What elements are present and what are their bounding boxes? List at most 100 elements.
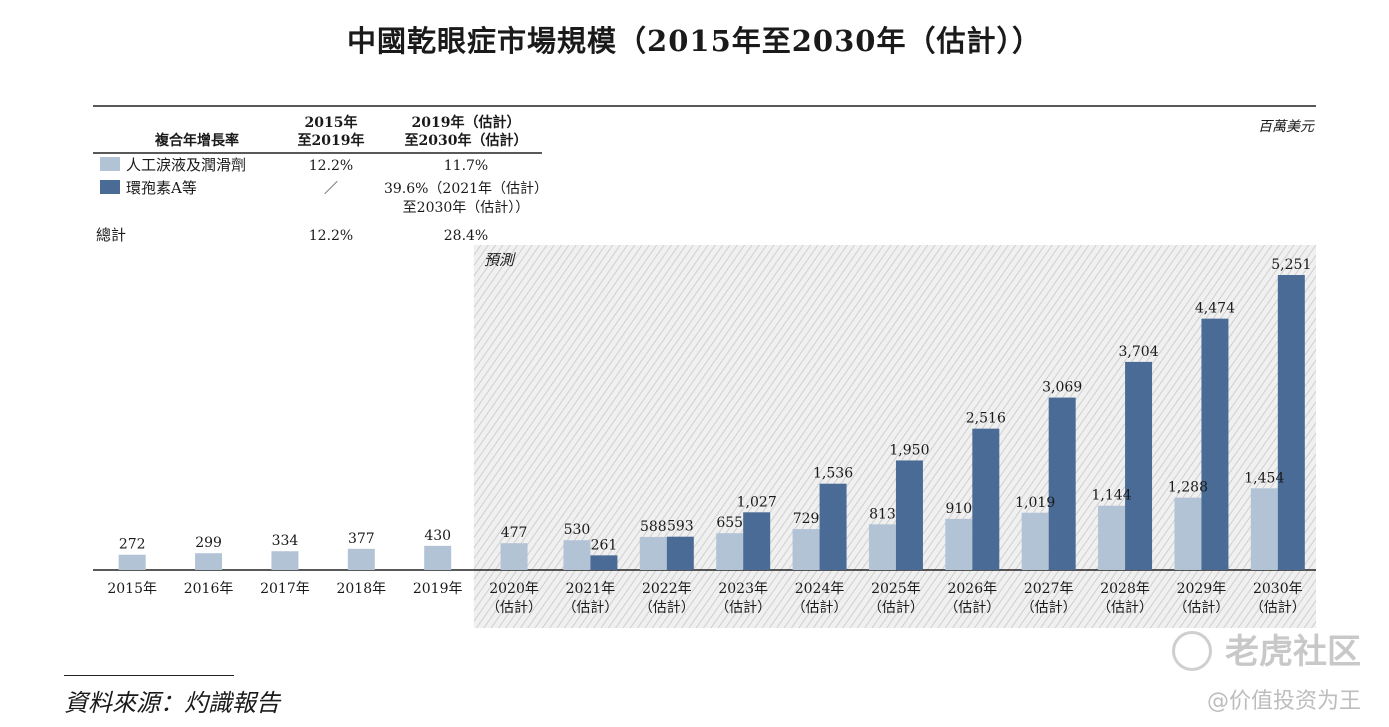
bar-artificial-tears [945,518,973,570]
x-tick-label: （估計） [562,600,618,616]
legend-swatch [100,157,120,171]
data-label: 4,474 [1195,301,1235,317]
data-label: 1,288 [1168,480,1208,496]
cagr-col2-header: 2019年（估計） [412,114,521,131]
data-label: 813 [869,506,896,522]
cagr-header-label: 複合年增長率 [154,132,239,149]
bar-cyclosporine [1201,318,1229,570]
data-label: 593 [667,519,694,535]
cagr-value: 12.2% [309,228,353,244]
x-tick-label: （估計） [792,600,848,616]
bar-artificial-tears [716,533,744,570]
x-tick-label: 2023年 [718,581,768,597]
source-divider [64,675,234,676]
bar-artificial-tears [868,524,896,570]
forecast-label: 預測 [484,251,516,269]
x-tick-label: 2026年 [947,581,997,597]
bar-artificial-tears [1021,512,1049,570]
x-tick-label: （估計） [1173,600,1229,616]
cagr-col1-header: 至2019年 [298,132,365,149]
cagr-value: 11.7% [444,158,488,174]
bar-cyclosporine [666,536,694,570]
x-tick-label: 2025年 [871,581,921,597]
bar-artificial-tears [1098,505,1126,570]
x-tick-label: 2021年 [566,581,616,597]
data-label: 477 [501,525,528,541]
watermark-handle: @价值投资为王 [1206,689,1361,714]
bar-cyclosporine [895,460,923,570]
x-tick-label: 2018年 [336,581,386,597]
bar-artificial-tears [1174,497,1202,570]
x-tick-label: （估計） [486,600,542,616]
x-tick-label: （估計） [715,600,771,616]
cagr-value: 28.4% [444,228,488,244]
bar-cyclosporine [972,428,1000,570]
bar-artificial-tears [563,540,591,570]
bar-artificial-tears [424,545,452,570]
data-label: 588 [640,519,667,535]
data-label: 3,704 [1119,344,1159,360]
bar-artificial-tears [792,529,820,570]
bar-artificial-tears [347,548,375,570]
data-label: 272 [119,537,146,553]
x-tick-label: 2029年 [1177,581,1227,597]
legend-label: 人工淚液及潤滑劑 [126,156,246,174]
data-label: 1,950 [889,442,929,458]
legend-swatch [100,180,120,194]
x-tick-label: 2030年 [1253,581,1303,597]
bar-artificial-tears [639,536,667,570]
x-tick-label: 2017年 [260,581,310,597]
data-label: 1,019 [1015,495,1055,511]
data-label: 2,516 [966,411,1006,427]
x-tick-label: 2027年 [1024,581,1074,597]
cagr-value: ／ [324,181,338,197]
watermark-logo-icon [1172,631,1212,671]
page-title: 中國乾眼症市場規模（2015年至2030年（估計）） [347,24,1042,58]
data-label: 1,027 [737,494,777,510]
data-label: 729 [793,511,820,527]
bar-cyclosporine [1277,275,1305,570]
bar-cyclosporine [1048,397,1076,570]
cagr-col1-header: 2015年 [305,114,358,131]
data-label: 910 [945,501,972,517]
cagr-total-label: 總計 [96,226,126,244]
bar-cyclosporine [590,555,618,570]
x-tick-label: （估計） [1097,600,1153,616]
data-label: 377 [348,531,375,547]
x-tick-label: （估計） [1250,600,1306,616]
data-label: 1,536 [813,466,853,482]
bar-cyclosporine [819,483,847,570]
bar-cyclosporine [743,512,771,570]
data-label: 430 [424,528,451,544]
data-label: 655 [716,515,743,531]
data-label: 299 [195,535,222,551]
x-tick-label: （估計） [944,600,1000,616]
data-label: 334 [272,533,299,549]
data-label: 261 [591,537,618,553]
data-label: 5,251 [1271,257,1311,273]
bar-artificial-tears [195,553,223,570]
x-tick-label: 2019年 [413,581,463,597]
data-label: 3,069 [1042,380,1082,396]
bar-artificial-tears [271,551,299,570]
source-note: 資料來源：灼識報告 [64,689,280,717]
watermark-text: 老虎社区 [1225,632,1361,672]
cagr-col2-header: 至2030年（估計） [405,132,528,149]
data-label: 1,144 [1092,488,1132,504]
cagr-value: 12.2% [309,158,353,174]
legend-label: 環孢素A等 [126,179,197,197]
cagr-value: 39.6%（2021年（估計） [384,181,548,197]
bar-artificial-tears [500,543,528,570]
x-tick-label: （估計） [1021,600,1077,616]
x-tick-label: 2020年 [489,581,539,597]
cagr-value: 至2030年（估計）） [403,200,530,216]
x-tick-label: 2022年 [642,581,692,597]
bar-cyclosporine [1125,361,1153,570]
x-tick-label: （估計） [639,600,695,616]
x-tick-label: 2016年 [184,581,234,597]
x-tick-label: 2015年 [107,581,157,597]
bar-artificial-tears [118,554,146,570]
x-tick-label: 2024年 [795,581,845,597]
x-tick-label: 2028年 [1100,581,1150,597]
